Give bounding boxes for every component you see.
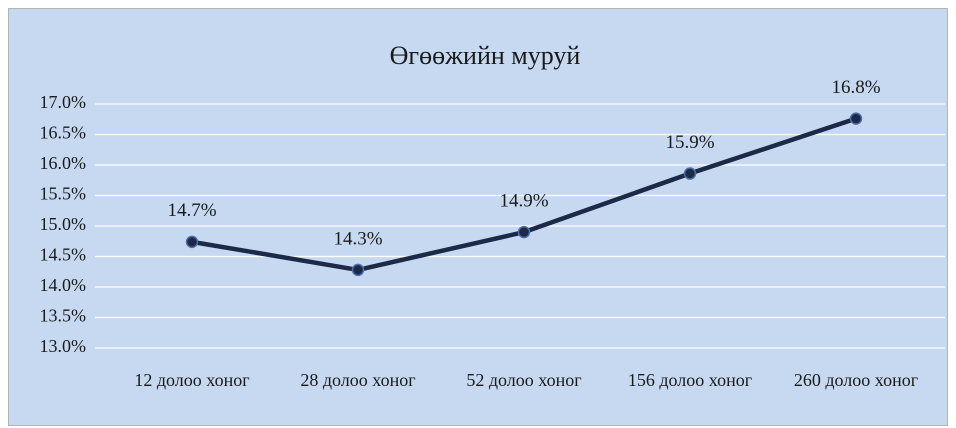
x-tick-label: 12 долоо хоног	[134, 370, 249, 390]
x-tick-label: 156 долоо хоног	[628, 370, 752, 390]
y-tick-label: 16.0%	[40, 153, 87, 173]
data-label: 15.9%	[665, 132, 714, 153]
y-tick-label: 13.0%	[40, 336, 87, 356]
data-label: 14.9%	[499, 190, 548, 211]
y-tick-label: 13.5%	[40, 306, 87, 326]
y-tick-label: 16.5%	[40, 123, 87, 143]
x-tick-label: 28 долоо хоног	[300, 370, 415, 390]
y-tick-label: 14.5%	[40, 245, 87, 265]
y-tick-label: 14.0%	[40, 275, 87, 295]
y-tick-label: 17.0%	[40, 92, 87, 112]
marker	[351, 263, 365, 277]
marker	[849, 112, 863, 125]
x-tick-label: 260 долоо хоног	[794, 370, 918, 390]
data-label: 14.7%	[167, 200, 216, 221]
chart-background	[8, 8, 948, 426]
marker	[185, 235, 199, 249]
marker	[683, 167, 697, 180]
marker	[517, 225, 531, 239]
data-label: 16.8%	[831, 77, 880, 98]
y-tick-label: 15.5%	[40, 184, 87, 204]
x-tick-label: 52 долоо хоног	[466, 370, 581, 390]
data-label: 14.3%	[333, 228, 382, 249]
y-tick-label: 15.0%	[40, 214, 87, 234]
chart-title: Өгөөжийн муруй	[390, 41, 581, 70]
